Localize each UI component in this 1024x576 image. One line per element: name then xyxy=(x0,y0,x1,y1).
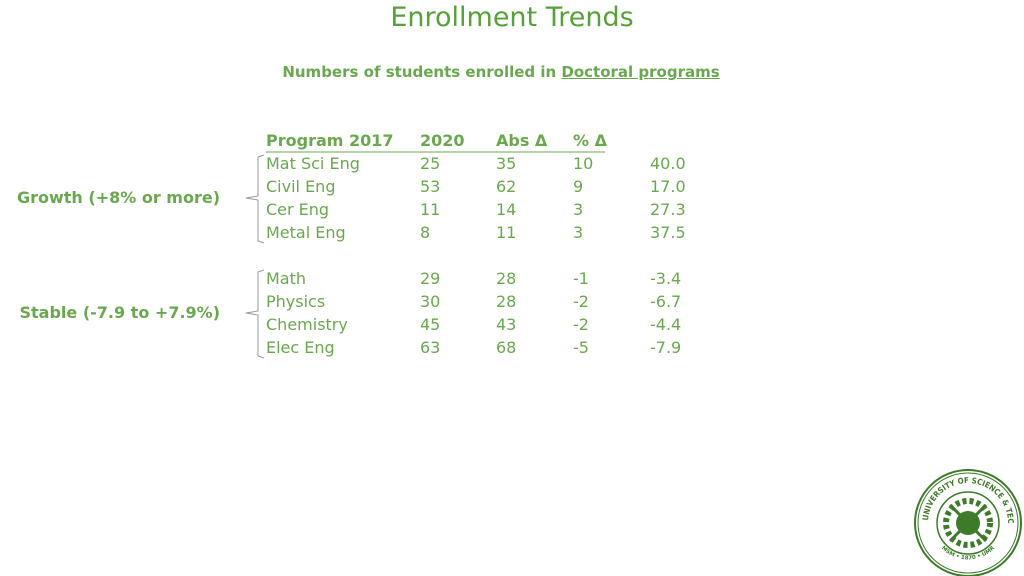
program-name: Mat Sci Eng xyxy=(266,154,360,173)
program-name: Cer Eng xyxy=(266,200,330,219)
table-cell: 43 xyxy=(496,315,517,334)
table-cell: 27.3 xyxy=(650,200,686,219)
table-cell: 53 xyxy=(420,177,441,196)
table-cell: 17.0 xyxy=(650,177,686,196)
table-cell: -4.4 xyxy=(650,315,682,334)
table-cell: 45 xyxy=(420,315,441,334)
brace xyxy=(245,269,265,359)
slide-title: Enrollment Trends xyxy=(390,2,634,33)
program-name: Math xyxy=(266,269,307,288)
table-cell: 9 xyxy=(573,177,584,196)
program-name: Metal Eng xyxy=(266,223,346,242)
table-cell: 28 xyxy=(496,292,517,311)
table-cell: -2 xyxy=(573,315,589,334)
table-cell: 37.5 xyxy=(650,223,686,242)
column-header: % Δ xyxy=(573,131,607,150)
table-cell: 68 xyxy=(496,338,517,357)
table-cell: 28 xyxy=(496,269,517,288)
column-header: Program 2017 xyxy=(266,131,394,150)
table-cell: 10 xyxy=(573,154,594,173)
table-cell: 11 xyxy=(496,223,517,242)
table-cell: -1 xyxy=(573,269,589,288)
table-cell: -6.7 xyxy=(650,292,682,311)
table-cell: 29 xyxy=(420,269,441,288)
table-cell: -5 xyxy=(573,338,589,357)
table-cell: -2 xyxy=(573,292,589,311)
table-cell: 14 xyxy=(496,200,517,219)
group-label: Growth (+8% or more) xyxy=(16,188,220,207)
group-label: Stable (-7.9 to +7.9%) xyxy=(19,303,221,322)
table-cell: 3 xyxy=(573,200,584,219)
column-header: 2020 xyxy=(420,131,465,150)
program-name: Chemistry xyxy=(266,315,348,334)
table-cell: 25 xyxy=(420,154,441,173)
table-cell: 62 xyxy=(496,177,517,196)
program-name: Physics xyxy=(266,292,326,311)
logo: MISSOURI UNIVERSITY OF SCIENCE & TECHNOL… xyxy=(914,469,1022,576)
subtitle: Numbers of students enrolled in Doctoral… xyxy=(0,63,1002,81)
column-header: Abs Δ xyxy=(496,131,548,150)
table-cell: -7.9 xyxy=(650,338,682,357)
table-cell: 8 xyxy=(420,223,431,242)
table-cell: 35 xyxy=(496,154,517,173)
subtitle-text: Numbers of students enrolled in xyxy=(282,63,562,81)
table-cell: 40.0 xyxy=(650,154,686,173)
brace xyxy=(245,154,265,244)
table-cell: -3.4 xyxy=(650,269,682,288)
subtitle-link: Doctoral programs xyxy=(561,63,720,81)
program-name: Civil Eng xyxy=(266,177,336,196)
program-name: Elec Eng xyxy=(266,338,335,357)
table-cell: 30 xyxy=(420,292,441,311)
table-cell: 11 xyxy=(420,200,441,219)
table-cell: 63 xyxy=(420,338,441,357)
table-cell: 3 xyxy=(573,223,584,242)
